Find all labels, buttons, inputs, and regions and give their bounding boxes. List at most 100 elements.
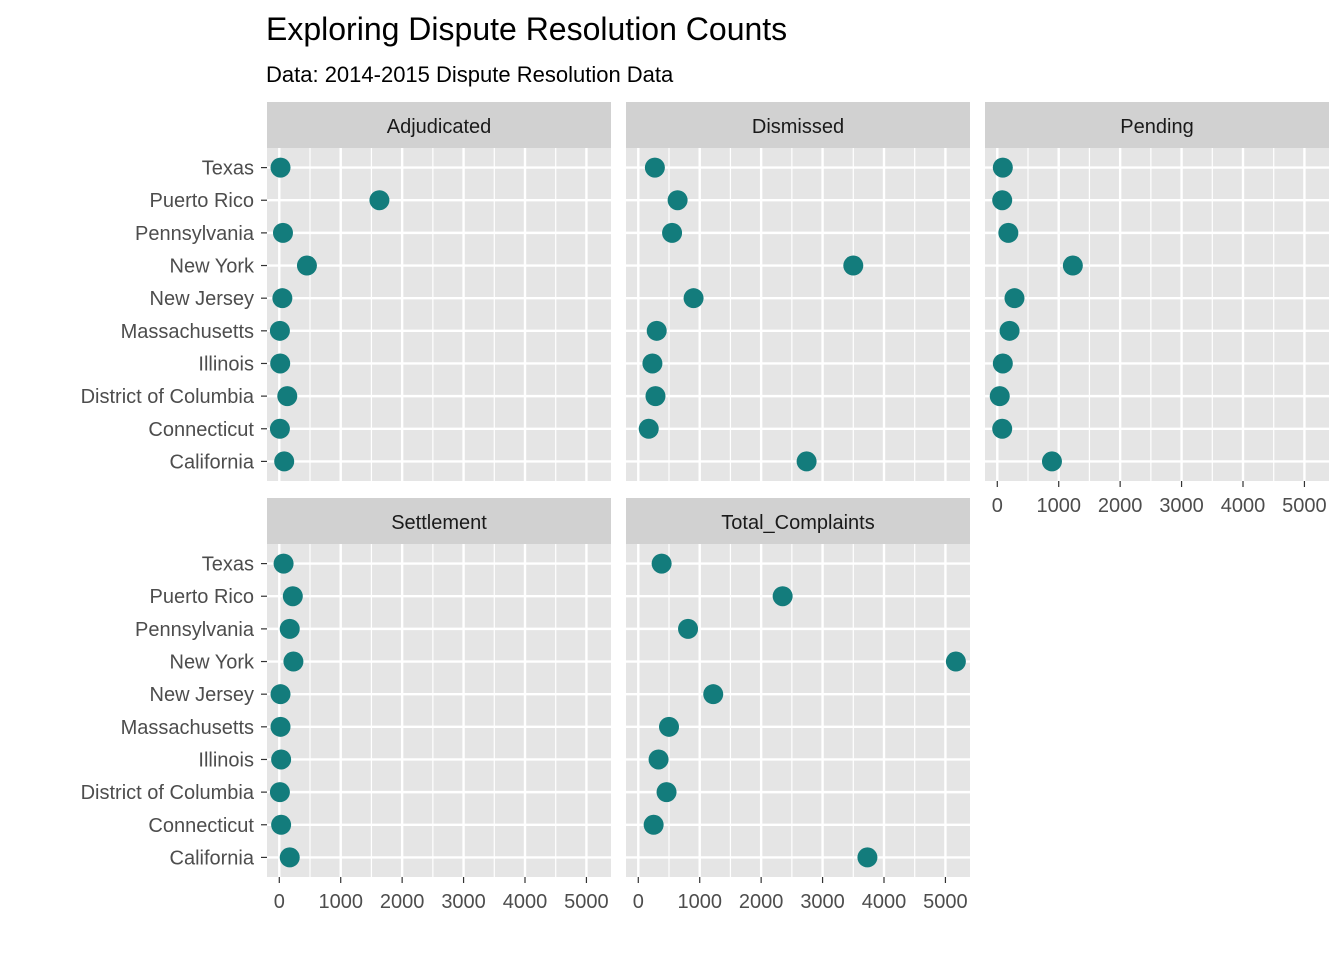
x-tick-label: 1000 [677, 891, 722, 913]
y-tick-label-new-york: New York [170, 256, 255, 278]
point-pending-puerto-rico [992, 190, 1013, 211]
point-pending-new-jersey [1004, 288, 1025, 309]
x-tick-label: 2000 [1098, 495, 1143, 517]
x-tick-label: 1000 [1036, 495, 1081, 517]
y-tick-label-puerto-rico: Puerto Rico [150, 586, 255, 608]
point-adjudicated-connecticut [269, 418, 290, 439]
facet-total-complaints: Total_Complaints 0 1000 2000 3000 4000 5000 [626, 498, 970, 913]
point-total-complaints-district-of-columbia [656, 782, 677, 803]
panel-background [267, 148, 611, 481]
point-total-complaints-new-jersey [703, 684, 724, 705]
y-tick-label-new-york: New York [170, 652, 255, 674]
facet-strip-label: Settlement [391, 512, 487, 534]
facet-panels: Adjudicated California Connecticut District… [81, 102, 1329, 913]
point-dismissed-california [796, 451, 817, 472]
facet-strip [626, 498, 970, 544]
point-pending-massachusetts [999, 320, 1020, 341]
point-dismissed-connecticut [638, 418, 659, 439]
point-total-complaints-connecticut [643, 814, 664, 835]
point-settlement-new-york [283, 651, 304, 672]
facet-strip-label: Dismissed [752, 116, 844, 138]
facet-strip [626, 102, 970, 148]
point-total-complaints-illinois [648, 749, 669, 770]
y-tick-label-new-jersey: New Jersey [150, 684, 254, 706]
facet-pending: Pending 0 1000 2000 3000 4000 5000 [985, 102, 1329, 517]
point-total-complaints-new-york [945, 651, 966, 672]
point-dismissed-new-jersey [683, 288, 704, 309]
point-settlement-california [279, 847, 300, 868]
point-settlement-massachusetts [270, 716, 291, 737]
point-pending-new-york [1062, 255, 1083, 276]
x-tick-label: 2000 [739, 891, 784, 913]
facet-strip-label: Pending [1120, 116, 1193, 138]
x-tick-label: 4000 [503, 891, 548, 913]
point-total-complaints-texas [651, 553, 672, 574]
x-tick-label: 5000 [923, 891, 968, 913]
point-pending-pennsylvania [998, 222, 1019, 243]
y-tick-label-puerto-rico: Puerto Rico [150, 190, 255, 212]
point-adjudicated-district-of-columbia [277, 386, 298, 407]
point-adjudicated-pennsylvania [272, 222, 293, 243]
point-total-complaints-puerto-rico [772, 586, 793, 607]
y-tick-label-illinois: Illinois [198, 353, 254, 375]
point-total-complaints-massachusetts [659, 716, 679, 737]
y-tick-label-california: California [170, 847, 255, 869]
panel-background [985, 148, 1329, 481]
y-tick-label-pennsylvania: Pennsylvania [135, 223, 255, 245]
point-adjudicated-texas [270, 157, 291, 178]
y-tick-label-pennsylvania: Pennsylvania [135, 619, 255, 641]
point-total-complaints-pennsylvania [678, 618, 699, 639]
point-dismissed-district-of-columbia [645, 386, 666, 407]
point-settlement-pennsylvania [279, 618, 300, 639]
point-total-complaints-california [857, 847, 878, 868]
y-tick-label-illinois: Illinois [198, 749, 254, 771]
x-tick-label: 0 [633, 891, 644, 913]
y-tick-label-new-jersey: New Jersey [150, 288, 254, 310]
point-pending-district-of-columbia [989, 386, 1010, 407]
facet-strip [267, 498, 611, 544]
y-tick-label-district-of-columbia: District of Columbia [81, 386, 255, 408]
facet-strip-label: Adjudicated [387, 116, 492, 138]
y-tick-label-texas: Texas [202, 158, 254, 180]
point-adjudicated-new-jersey [272, 288, 293, 309]
point-pending-illinois [992, 353, 1013, 374]
x-tick-label: 3000 [1159, 495, 1204, 517]
x-tick-label: 5000 [1282, 495, 1327, 517]
panel-background [267, 544, 611, 877]
point-dismissed-puerto-rico [667, 190, 688, 211]
point-adjudicated-illinois [270, 353, 291, 374]
point-dismissed-pennsylvania [662, 222, 683, 243]
x-tick-label: 3000 [800, 891, 845, 913]
point-dismissed-illinois [642, 353, 663, 374]
facet-settlement: Settlement California Connecticut District … [81, 498, 611, 913]
point-settlement-illinois [271, 749, 292, 770]
x-tick-label: 5000 [564, 891, 609, 913]
facet-strip [985, 102, 1329, 148]
y-tick-label-connecticut: Connecticut [148, 419, 254, 441]
facet-strip-label: Total_Complaints [721, 512, 874, 534]
point-settlement-district-of-columbia [269, 782, 290, 803]
point-adjudicated-california [274, 451, 295, 472]
point-settlement-new-jersey [270, 684, 291, 705]
point-adjudicated-massachusetts [269, 320, 290, 341]
point-dismissed-new-york [843, 255, 864, 276]
y-tick-label-district-of-columbia: District of Columbia [81, 782, 255, 804]
y-tick-label-connecticut: Connecticut [148, 815, 254, 837]
y-tick-label-california: California [170, 451, 255, 473]
point-adjudicated-new-york [296, 255, 317, 276]
y-tick-label-massachusetts: Massachusetts [121, 321, 254, 343]
point-pending-connecticut [992, 418, 1013, 439]
point-settlement-puerto-rico [282, 586, 303, 607]
y-tick-label-massachusetts: Massachusetts [121, 717, 254, 739]
point-dismissed-texas [644, 157, 665, 178]
point-settlement-connecticut [271, 814, 292, 835]
point-adjudicated-puerto-rico [369, 190, 390, 211]
panel-background [626, 544, 970, 877]
x-tick-label: 0 [992, 495, 1003, 517]
x-tick-label: 3000 [441, 891, 486, 913]
point-pending-california [1041, 451, 1062, 472]
point-settlement-texas [273, 553, 294, 574]
x-tick-label: 1000 [318, 891, 363, 913]
